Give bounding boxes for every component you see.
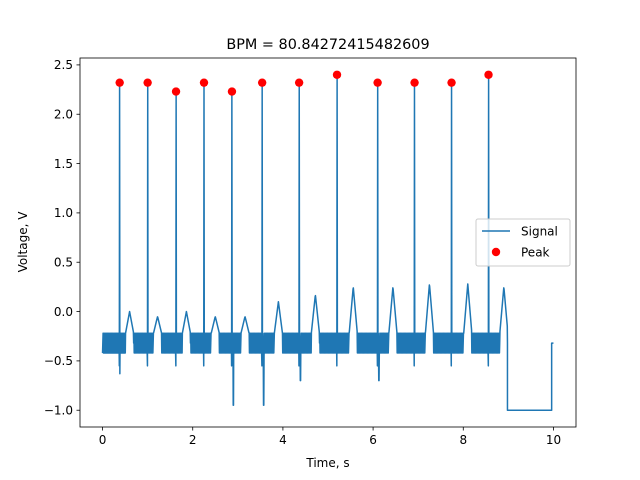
legend-label: Signal — [521, 224, 558, 238]
y-tick-label: 0.5 — [54, 255, 73, 269]
peak-marker — [171, 87, 181, 96]
x-tick-label: 2 — [189, 433, 197, 447]
peak-marker — [373, 78, 382, 87]
y-tick-label: 1.5 — [54, 157, 73, 171]
peak-marker — [410, 78, 419, 87]
peak-marker — [447, 78, 456, 87]
plot-area — [101, 70, 554, 411]
y-tick-label: 0.0 — [54, 305, 73, 319]
y-tick-label: 2.5 — [54, 58, 73, 72]
x-tick-label: 8 — [459, 433, 467, 447]
y-tick-label: −1.0 — [44, 403, 73, 417]
axes-frame — [79, 57, 577, 428]
legend-peak-swatch — [491, 247, 501, 257]
x-axis-label: Time, s — [305, 456, 349, 470]
y-tick-label: 2.0 — [54, 107, 73, 121]
peak-marker — [227, 87, 237, 96]
peak-marker — [332, 70, 342, 79]
peak-marker — [143, 78, 152, 87]
peak-marker — [294, 78, 304, 87]
y-axis-label: Voltage, V — [16, 211, 30, 273]
x-tick-label: 4 — [279, 433, 287, 447]
legend-label: Peak — [521, 245, 550, 259]
signal-line — [101, 74, 554, 411]
x-tick-label: 10 — [546, 433, 561, 447]
peak-marker — [484, 70, 493, 79]
y-tick-label: −0.5 — [44, 354, 73, 368]
chart-title: BPM = 80.84272415482609 — [226, 37, 429, 53]
x-tick-label: 0 — [99, 433, 107, 447]
peak-marker — [115, 78, 124, 87]
peak-marker — [257, 78, 267, 87]
axes: 0 2 4 6 8 10 −1.0 −0.5 0.0 0.5 1.0 1.5 2.0 2.5 — [44, 57, 577, 447]
legend: Signal Peak — [475, 218, 571, 267]
y-tick-label: 1.0 — [54, 206, 73, 220]
x-tick-label: 6 — [369, 433, 377, 447]
peak-marker — [199, 78, 209, 87]
